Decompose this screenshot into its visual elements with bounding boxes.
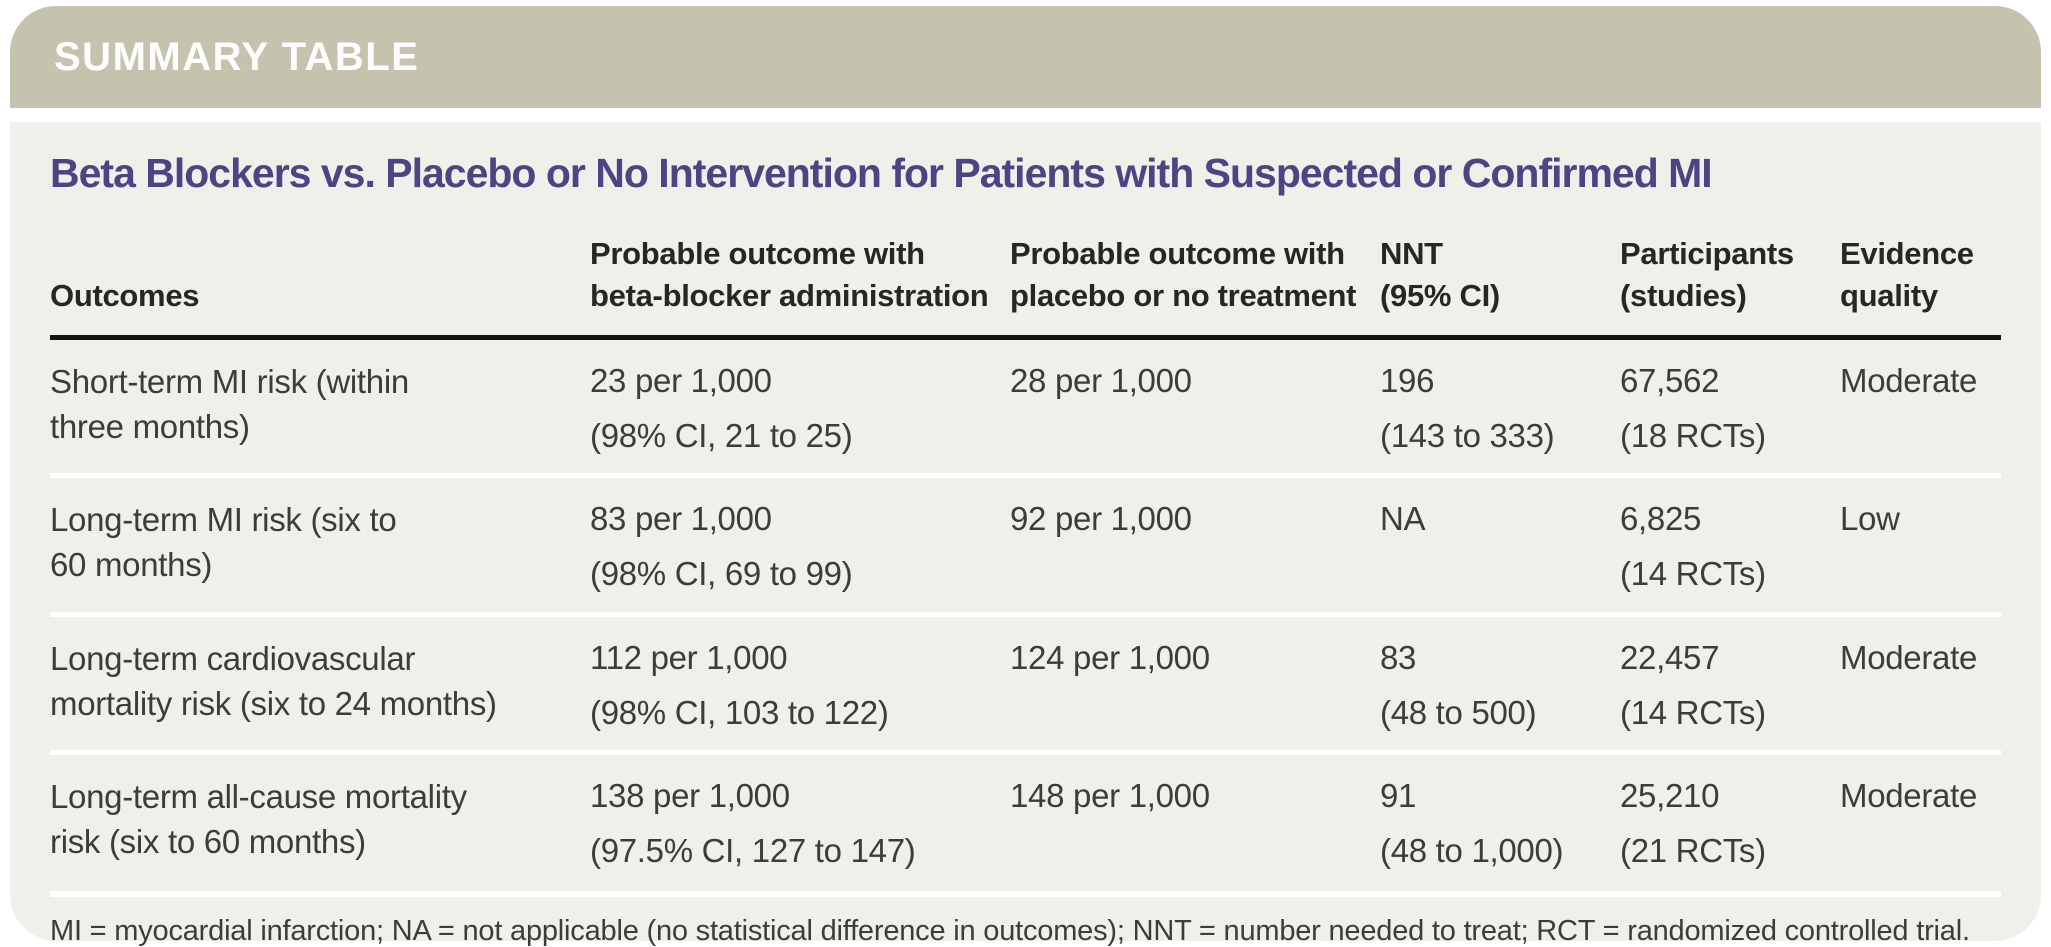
studies-count: (18 RCTs) <box>1620 416 1766 454</box>
evidence-quality-value: Moderate <box>1840 777 1978 815</box>
placebo-outcome-cell: 148 per 1,000 <box>1010 753 1380 889</box>
participants-count: 6,825 <box>1620 500 1702 538</box>
studies-count: (14 RCTs) <box>1620 693 1766 731</box>
rate-value: 148 per 1,000 <box>1010 777 1210 815</box>
participants-cell: 22,457 (14 RCTs) <box>1620 614 1840 752</box>
evidence-quality-value: Moderate <box>1840 361 1978 399</box>
evidence-quality-value: Moderate <box>1840 638 1978 676</box>
header-placebo-outcome: Probable outcome with placebo or no trea… <box>1010 236 1357 313</box>
evidence-quality-cell: Moderate <box>1840 614 2001 752</box>
evidence-quality-cell: Low <box>1840 476 2001 614</box>
participants-count: 22,457 <box>1620 638 1720 676</box>
nnt-cell: 91 (48 to 1,000) <box>1380 753 1620 889</box>
studies-count: (14 RCTs) <box>1620 555 1766 593</box>
rate-value: 112 per 1,000 <box>590 638 788 676</box>
evidence-quality-cell: Moderate <box>1840 753 2001 889</box>
header-nnt: NNT (95% CI) <box>1380 236 1500 313</box>
rate-value: 124 per 1,000 <box>1010 638 1210 676</box>
table-row: Long-term MI risk (six to 60 months) 83 … <box>50 475 2001 614</box>
outcome-cell: Long-term cardiovascular mortality risk … <box>50 614 590 752</box>
rate-value: 28 per 1,000 <box>1010 361 1192 399</box>
evidence-quality-cell: Moderate <box>1840 337 2001 475</box>
header-participants: Participants (studies) <box>1620 236 1794 313</box>
header-outcomes: Outcomes <box>50 277 200 313</box>
beta-blocker-outcome-cell: 83 per 1,000 (98% CI, 69 to 99) <box>590 476 1010 614</box>
nnt-value: 83 <box>1380 638 1417 676</box>
confidence-interval: (98% CI, 21 to 25) <box>590 416 853 454</box>
outcome-cell: Long-term all-cause mortality risk (six … <box>50 753 590 889</box>
nnt-value: NA <box>1380 500 1426 538</box>
participants-cell: 25,210 (21 RCTs) <box>1620 753 1840 889</box>
placebo-outcome-cell: 124 per 1,000 <box>1010 614 1380 752</box>
content-panel: Beta Blockers vs. Placebo or No Interven… <box>10 122 2041 947</box>
evidence-quality-value: Low <box>1840 500 1900 538</box>
rate-value: 92 per 1,000 <box>1010 500 1192 538</box>
participants-cell: 6,825 (14 RCTs) <box>1620 476 1840 614</box>
nnt-cell: 83 (48 to 500) <box>1380 614 1620 752</box>
table-row: Long-term all-cause mortality risk (six … <box>50 752 2001 889</box>
banner-label: SUMMARY TABLE <box>54 34 420 79</box>
placebo-outcome-cell: 92 per 1,000 <box>1010 476 1380 614</box>
participants-count: 25,210 <box>1620 777 1720 815</box>
outcome-cell: Short-term MI risk (within three months) <box>50 337 590 475</box>
outcome-text: Long-term cardiovascular mortality risk … <box>50 639 497 722</box>
beta-blocker-outcome-cell: 23 per 1,000 (98% CI, 21 to 25) <box>590 337 1010 475</box>
outcome-cell: Long-term MI risk (six to 60 months) <box>50 476 590 614</box>
table-row: Long-term cardiovascular mortality risk … <box>50 614 2001 752</box>
nnt-cell: NA <box>1380 476 1620 614</box>
rate-value: 83 per 1,000 <box>590 500 772 538</box>
confidence-interval: (97.5% CI, 127 to 147) <box>590 832 916 870</box>
confidence-interval: (98% CI, 103 to 122) <box>590 693 889 731</box>
header-evidence-quality: Evidence quality <box>1840 236 1974 313</box>
table-header-row: Outcomes Probable outcome with beta-bloc… <box>50 221 2001 338</box>
outcome-text: Short-term MI risk (within three months) <box>50 362 409 445</box>
studies-count: (21 RCTs) <box>1620 832 1766 870</box>
placebo-outcome-cell: 28 per 1,000 <box>1010 337 1380 475</box>
outcome-text: Long-term all-cause mortality risk (six … <box>50 778 467 860</box>
outcome-text: Long-term MI risk (six to 60 months) <box>50 501 397 584</box>
participants-cell: 67,562 (18 RCTs) <box>1620 337 1840 475</box>
table-row: Short-term MI risk (within three months)… <box>50 337 2001 475</box>
rate-value: 23 per 1,000 <box>590 361 772 399</box>
table-title: Beta Blockers vs. Placebo or No Interven… <box>50 150 1713 196</box>
nnt-value: 91 <box>1380 777 1417 815</box>
nnt-range: (48 to 1,000) <box>1380 832 1564 870</box>
nnt-cell: 196 (143 to 333) <box>1380 337 1620 475</box>
beta-blocker-outcome-cell: 138 per 1,000 (97.5% CI, 127 to 147) <box>590 753 1010 889</box>
summary-table-banner: SUMMARY TABLE <box>10 6 2041 108</box>
participants-count: 67,562 <box>1620 361 1720 399</box>
beta-blocker-outcome-cell: 112 per 1,000 (98% CI, 103 to 122) <box>590 614 1010 752</box>
rate-value: 138 per 1,000 <box>590 777 790 815</box>
abbreviations-footnote: MI = myocardial infarction; NA = not app… <box>50 890 2001 947</box>
nnt-range: (143 to 333) <box>1380 416 1555 454</box>
confidence-interval: (98% CI, 69 to 99) <box>590 555 853 593</box>
nnt-range: (48 to 500) <box>1380 693 1537 731</box>
nnt-value: 196 <box>1380 361 1435 399</box>
summary-table: Outcomes Probable outcome with beta-bloc… <box>50 221 2001 889</box>
header-beta-blocker-outcome: Probable outcome with beta-blocker admin… <box>590 236 989 313</box>
